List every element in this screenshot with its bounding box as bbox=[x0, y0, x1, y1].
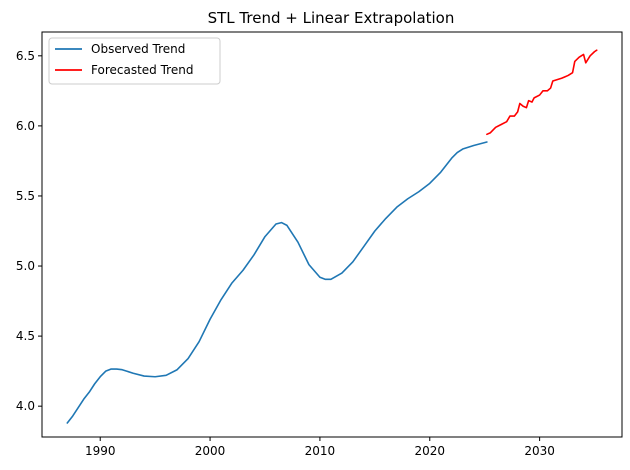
series-layer bbox=[66, 49, 598, 424]
plot-frame bbox=[41, 31, 623, 438]
x-tick-label: 2000 bbox=[195, 444, 226, 458]
legend: Observed Trend Forecasted Trend bbox=[48, 37, 221, 85]
series-line-2 bbox=[486, 49, 598, 136]
legend-box bbox=[48, 37, 221, 85]
y-tick-label: 4.5 bbox=[16, 329, 35, 343]
legend-label-1: Observed Trend bbox=[91, 42, 185, 56]
chart-title: STL Trend + Linear Extrapolation bbox=[208, 9, 455, 27]
x-tick-label: 2010 bbox=[305, 444, 336, 458]
x-tick-label: 2020 bbox=[414, 444, 445, 458]
x-tick-label: 2030 bbox=[524, 444, 555, 458]
y-tick-label: 4.0 bbox=[16, 399, 35, 413]
axes-layer: 1990 2000 2010 2020 2030 4.0 4.5 5.0 5.5 6.0 6.5 bbox=[16, 31, 623, 458]
y-tick-label: 6.5 bbox=[16, 49, 35, 63]
x-tick-label: 1990 bbox=[85, 444, 116, 458]
y-tick-label: 5.5 bbox=[16, 189, 35, 203]
y-tick-label: 5.0 bbox=[16, 259, 35, 273]
y-tick-label: 6.0 bbox=[16, 119, 35, 133]
legend-label-2: Forecasted Trend bbox=[91, 63, 193, 77]
series-line-1 bbox=[66, 141, 488, 424]
